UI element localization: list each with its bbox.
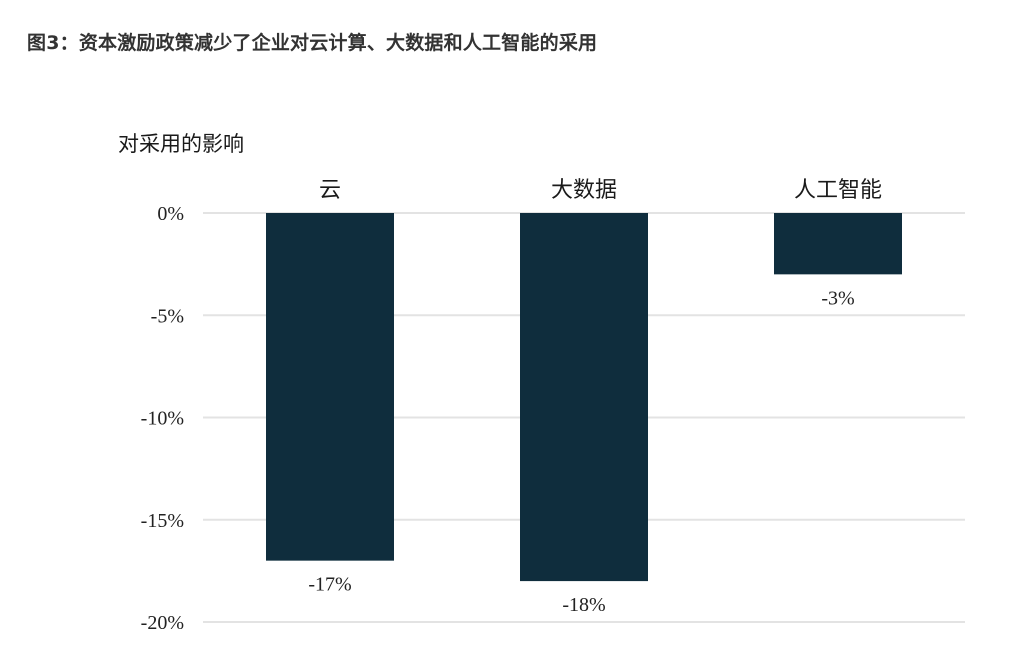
bar (774, 213, 902, 275)
data-label: -18% (562, 594, 605, 616)
category-label: 人工智能 (794, 178, 882, 203)
category-label: 云 (319, 178, 341, 203)
bar (266, 213, 394, 561)
data-labels: -17% -18% -3% (308, 287, 854, 616)
data-label: -3% (821, 287, 854, 309)
y-tick-label: 0% (157, 203, 184, 225)
y-axis-label: 对采用的影响 (118, 132, 244, 156)
y-tick-label: -15% (141, 510, 184, 532)
bars (266, 213, 902, 582)
y-axis-ticks: 0% -5% -10% -15% -20% (141, 203, 184, 634)
data-label: -17% (308, 574, 351, 596)
y-tick-label: -20% (141, 612, 184, 634)
category-labels: 云 大数据 人工智能 (319, 178, 882, 203)
figure-title: 图3：资本激励政策减少了企业对云计算、大数据和人工智能的采用 (27, 32, 598, 54)
bar (520, 213, 648, 582)
y-tick-label: -5% (151, 305, 184, 327)
category-label: 大数据 (551, 178, 617, 203)
y-tick-label: -10% (141, 408, 184, 430)
